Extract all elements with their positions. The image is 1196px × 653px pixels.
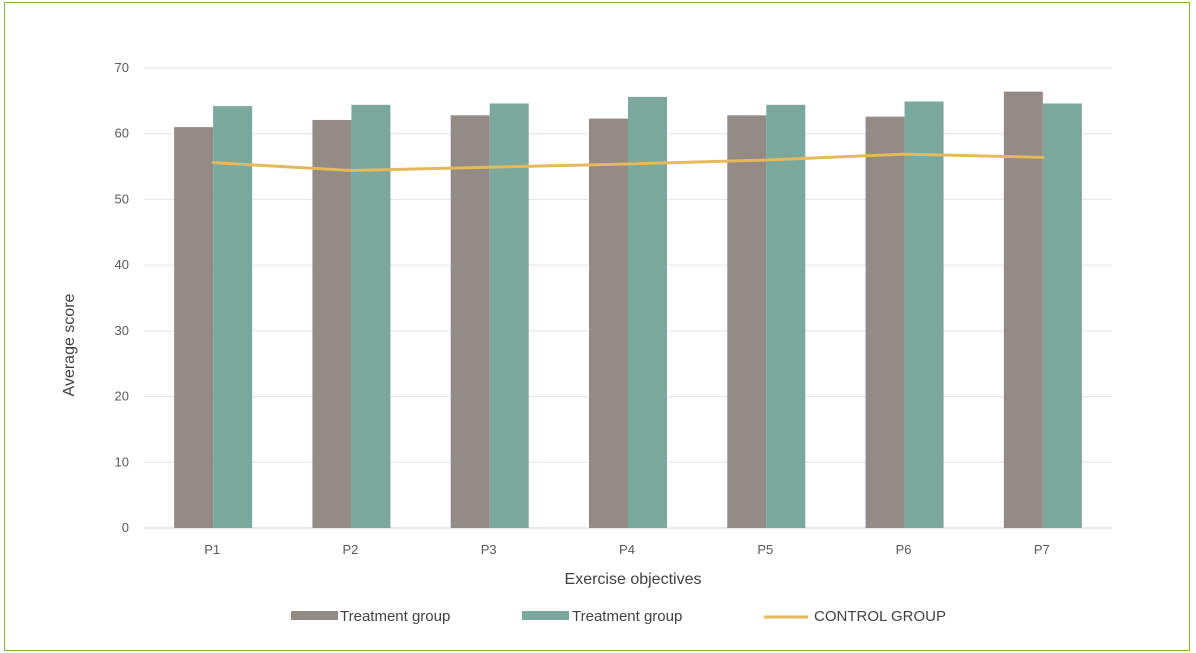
y-axis-title: Average score <box>61 293 78 396</box>
y-tick-label: 10 <box>115 454 129 469</box>
bar-series-2-P6 <box>904 101 944 528</box>
bar-series-2-P4 <box>628 96 667 529</box>
y-tick-labels: 0 10 20 30 40 50 60 70 <box>115 60 129 535</box>
bar-series-1-P5 <box>727 115 767 529</box>
bars <box>174 91 1082 529</box>
x-tick-label: P6 <box>896 542 912 557</box>
control-group-line <box>211 152 1045 173</box>
legend-swatch-treatment-1 <box>291 611 338 620</box>
legend-swatch-treatment-2 <box>522 611 569 620</box>
y-tick-label: 60 <box>115 126 129 141</box>
y-tick-label: 40 <box>115 257 129 272</box>
y-tick-label: 50 <box>115 191 129 206</box>
bar-series-2-P1 <box>213 106 253 528</box>
bar-series-1-P6 <box>865 116 905 528</box>
bar-series-2-P3 <box>489 103 529 528</box>
legend: Treatment group Treatment group CONTROL … <box>291 608 946 625</box>
x-tick-label: P3 <box>481 542 497 557</box>
x-tick-labels: P1 P2 P3 P4 P5 P6 P7 <box>204 542 1050 557</box>
x-tick-label: P5 <box>757 542 773 557</box>
y-tick-label: 30 <box>115 323 129 338</box>
bar-series-1-P3 <box>450 115 490 529</box>
x-tick-label: P2 <box>342 542 358 557</box>
x-tick-label: P7 <box>1034 542 1050 557</box>
bar-series-2-P7 <box>1042 103 1082 528</box>
control-line <box>211 152 1045 173</box>
x-axis-title: Exercise objectives <box>565 571 702 588</box>
bar-series-2-P2 <box>351 104 391 529</box>
legend-label-treatment-1: Treatment group <box>340 608 450 625</box>
bar-series-1-P4 <box>589 118 628 528</box>
y-tick-label: 20 <box>115 389 129 404</box>
x-tick-label: P4 <box>619 542 635 557</box>
y-tick-label: 70 <box>115 60 129 75</box>
bar-series-2-P5 <box>766 104 806 529</box>
bar-series-1-P7 <box>1003 91 1043 529</box>
legend-label-control: CONTROL GROUP <box>814 608 946 625</box>
x-tick-label: P1 <box>204 542 220 557</box>
y-tick-label: 0 <box>122 520 129 535</box>
bar-series-1-P1 <box>174 127 214 529</box>
bar-series-1-P2 <box>312 119 352 529</box>
legend-label-treatment-2: Treatment group <box>572 608 682 625</box>
